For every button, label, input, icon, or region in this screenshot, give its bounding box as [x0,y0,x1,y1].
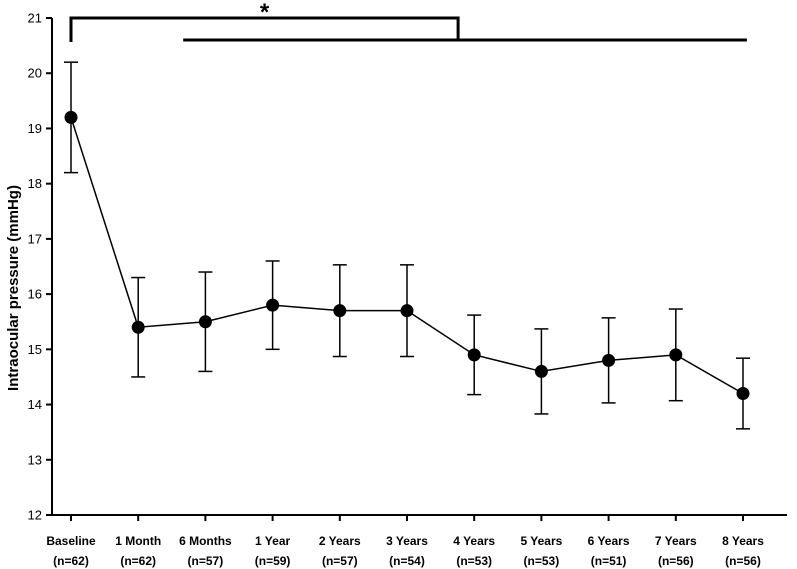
x-tick-n-label: (n=53) [456,554,492,568]
x-tick-n-label: (n=62) [53,554,89,568]
y-tick-label: 21 [28,11,42,26]
data-point [333,304,347,318]
y-tick-label: 19 [28,121,42,136]
x-tick-n-label: (n=57) [322,554,358,568]
data-point [602,353,616,367]
x-tick-n-label: (n=53) [524,554,560,568]
y-tick-label: 16 [28,287,42,302]
data-point [736,387,750,401]
data-point [534,364,548,378]
data-point [400,304,414,318]
x-tick-label: 6 Years [588,534,630,548]
x-tick-label: 4 Years [453,534,495,548]
significance-bracket: * [69,0,747,42]
x-tick-n-label: (n=54) [389,554,425,568]
data-point [198,315,212,329]
x-tick-label: 5 Years [520,534,562,548]
data-point [669,348,683,362]
data-point [467,348,481,362]
y-axis: 12 13 14 15 16 17 18 19 20 21 [28,11,53,523]
x-tick-n-label: (n=62) [120,554,156,568]
series-group [64,61,750,430]
y-tick-label: 20 [28,66,42,81]
y-tick-label: 17 [28,231,42,246]
x-axis: Baseline (n=62) 1 Month (n=62) 6 Months (n=57… [46,514,787,568]
x-tick-n-label: (n=56) [725,554,761,568]
y-tick-label: 12 [28,508,42,523]
y-tick-label: 15 [28,342,42,357]
y-axis-title: Intraocular pressure (mmHg) [5,185,22,391]
bracket-left-arm [69,16,460,42]
y-tick-label: 18 [28,176,42,191]
x-tick-n-label: (n=59) [255,554,291,568]
x-tick-label: Baseline [46,534,96,548]
x-tick-label: 1 Month [115,534,161,548]
x-tick-label: 3 Years [386,534,428,548]
x-tick-label: 2 Years [319,534,361,548]
x-tick-n-label: (n=56) [658,554,694,568]
x-tick-label: 6 Months [179,534,232,548]
x-tick-n-label: (n=51) [591,554,627,568]
data-point [131,320,145,334]
data-point [64,110,78,124]
y-tick-label: 14 [28,397,42,412]
y-tick-label: 13 [28,452,42,467]
x-tick-label: 1 Year [255,534,290,548]
x-tick-n-label: (n=57) [188,554,224,568]
data-point [266,298,280,312]
significance-star: * [260,0,270,26]
x-tick-label: 8 Years [722,534,764,548]
x-tick-label: 7 Years [655,534,697,548]
